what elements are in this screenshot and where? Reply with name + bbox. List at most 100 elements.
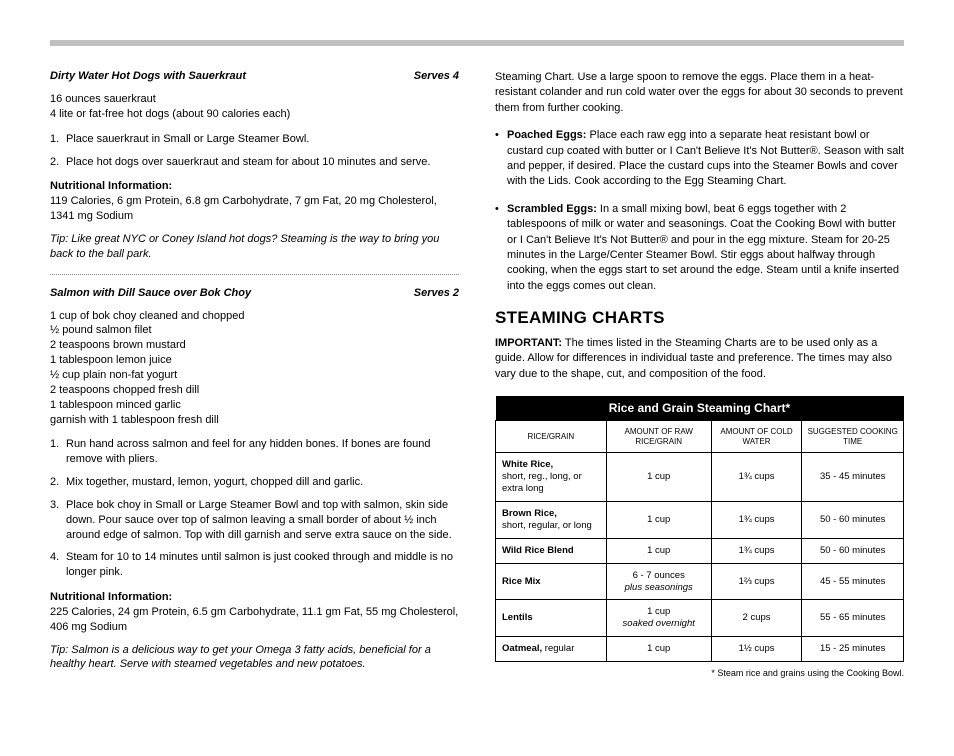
poached-eggs-item: • Poached Eggs: Place each raw egg into … xyxy=(495,128,904,190)
recipe2-header: Salmon with Dill Sauce over Bok Choy Ser… xyxy=(50,287,459,299)
table-row: Lentils1 cupsoaked overnight2 cups55 - 6… xyxy=(496,600,904,637)
bullet-icon: • xyxy=(495,128,507,190)
recipe-divider xyxy=(50,274,459,275)
table-cell: 50 - 60 minutes xyxy=(802,538,904,563)
page-columns: Dirty Water Hot Dogs with Sauerkraut Ser… xyxy=(50,70,904,678)
step-number: 1. xyxy=(50,437,66,467)
recipe1-steps: 1.Place sauerkraut in Small or Large Ste… xyxy=(50,132,459,170)
left-column: Dirty Water Hot Dogs with Sauerkraut Ser… xyxy=(50,70,459,678)
step-text: Place hot dogs over sauerkraut and steam… xyxy=(66,155,430,170)
bullet-icon: • xyxy=(495,202,507,294)
table-cell: 50 - 60 minutes xyxy=(802,502,904,539)
ingredient-line: 1 cup of bok choy cleaned and chopped xyxy=(50,309,459,324)
scrambled-body: In a small mixing bowl, beat 6 eggs toge… xyxy=(507,203,899,292)
row-label: Lentils xyxy=(496,600,607,637)
recipe1-tip: Tip: Like great NYC or Coney Island hot … xyxy=(50,232,459,262)
chart-header: AMOUNT OF COLD WATER xyxy=(711,421,802,453)
chart-header: RICE/GRAIN xyxy=(496,421,607,453)
row-label: Wild Rice Blend xyxy=(496,538,607,563)
recipe1-ingredients: 16 ounces sauerkraut 4 lite or fat-free … xyxy=(50,92,459,122)
row-label: Rice Mix xyxy=(496,563,607,600)
recipe1-serves: Serves 4 xyxy=(414,70,459,82)
recipe-step: 1.Place sauerkraut in Small or Large Ste… xyxy=(50,132,459,147)
table-cell: 35 - 45 minutes xyxy=(802,453,904,502)
scrambled-lead: Scrambled Eggs: xyxy=(507,203,597,215)
scrambled-eggs-item: • Scrambled Eggs: In a small mixing bowl… xyxy=(495,202,904,294)
row-label: White Rice,short, reg., long, or extra l… xyxy=(496,453,607,502)
step-text: Run hand across salmon and feel for any … xyxy=(66,437,459,467)
recipe-step: 1.Run hand across salmon and feel for an… xyxy=(50,437,459,467)
chart-header: SUGGESTED COOKING TIME xyxy=(802,421,904,453)
chart-header: AMOUNT OF RAW RICE/GRAIN xyxy=(606,421,711,453)
step-text: Place sauerkraut in Small or Large Steam… xyxy=(66,132,309,147)
ingredient-line: 1 tablespoon minced garlic xyxy=(50,398,459,413)
step-number: 4. xyxy=(50,550,66,580)
nutrition-text: 225 Calories, 24 gm Protein, 6.5 gm Carb… xyxy=(50,605,459,635)
poached-lead: Poached Eggs: xyxy=(507,129,586,141)
ingredient-line: 16 ounces sauerkraut xyxy=(50,92,459,107)
table-row: Rice Mix6 - 7 ouncesplus seasonings1⅔ cu… xyxy=(496,563,904,600)
table-cell: 1½ cups xyxy=(711,637,802,662)
table-cell: 55 - 65 minutes xyxy=(802,600,904,637)
scrambled-text: Scrambled Eggs: In a small mixing bowl, … xyxy=(507,202,904,294)
step-number: 2. xyxy=(50,155,66,170)
important-label: IMPORTANT: xyxy=(495,337,562,349)
recipe-step: 4.Steam for 10 to 14 minutes until salmo… xyxy=(50,550,459,580)
nutrition-label: Nutritional Information: xyxy=(50,590,459,605)
table-row: White Rice,short, reg., long, or extra l… xyxy=(496,453,904,502)
step-text: Mix together, mustard, lemon, yogurt, ch… xyxy=(66,475,363,490)
ingredient-line: ½ cup plain non-fat yogurt xyxy=(50,368,459,383)
nutrition-text: 119 Calories, 6 gm Protein, 6.8 gm Carbo… xyxy=(50,194,459,224)
recipe1-header: Dirty Water Hot Dogs with Sauerkraut Ser… xyxy=(50,70,459,82)
recipe2-serves: Serves 2 xyxy=(414,287,459,299)
table-row: Wild Rice Blend1 cup1¾ cups50 - 60 minut… xyxy=(496,538,904,563)
recipe-step: 3.Place bok choy in Small or Large Steam… xyxy=(50,498,459,543)
step-text: Steam for 10 to 14 minutes until salmon … xyxy=(66,550,459,580)
ingredient-line: ½ pound salmon filet xyxy=(50,323,459,338)
table-cell: 2 cups xyxy=(711,600,802,637)
important-note: IMPORTANT: The times listed in the Steam… xyxy=(495,336,904,382)
steaming-charts-title: STEAMING CHARTS xyxy=(495,308,904,328)
recipe2-nutrition: Nutritional Information: 225 Calories, 2… xyxy=(50,590,459,635)
table-cell: 6 - 7 ouncesplus seasonings xyxy=(606,563,711,600)
recipe1-title: Dirty Water Hot Dogs with Sauerkraut xyxy=(50,70,246,82)
recipe2-tip: Tip: Salmon is a delicious way to get yo… xyxy=(50,643,459,673)
ingredient-line: garnish with 1 tablespoon fresh dill xyxy=(50,413,459,428)
egg-intro: Steaming Chart. Use a large spoon to rem… xyxy=(495,70,904,116)
recipe-step: 2.Place hot dogs over sauerkraut and ste… xyxy=(50,155,459,170)
chart-footnote: * Steam rice and grains using the Cookin… xyxy=(495,668,904,678)
table-cell: 1¾ cups xyxy=(711,502,802,539)
table-cell: 1 cup xyxy=(606,637,711,662)
step-number: 1. xyxy=(50,132,66,147)
table-cell: 1¾ cups xyxy=(711,538,802,563)
step-number: 2. xyxy=(50,475,66,490)
step-text: Place bok choy in Small or Large Steamer… xyxy=(66,498,459,543)
ingredient-line: 2 teaspoons chopped fresh dill xyxy=(50,383,459,398)
recipe2-ingredients: 1 cup of bok choy cleaned and chopped ½ … xyxy=(50,309,459,428)
table-cell: 15 - 25 minutes xyxy=(802,637,904,662)
table-cell: 1 cup xyxy=(606,538,711,563)
recipe-step: 2.Mix together, mustard, lemon, yogurt, … xyxy=(50,475,459,490)
recipe2-title: Salmon with Dill Sauce over Bok Choy xyxy=(50,287,251,299)
step-number: 3. xyxy=(50,498,66,543)
ingredient-line: 4 lite or fat-free hot dogs (about 90 ca… xyxy=(50,107,459,122)
chart-title: Rice and Grain Steaming Chart* xyxy=(496,396,904,421)
table-cell: 1 cup xyxy=(606,453,711,502)
table-cell: 1 cup xyxy=(606,502,711,539)
header-bar xyxy=(50,40,904,46)
table-row: Brown Rice,short, regular, or long1 cup1… xyxy=(496,502,904,539)
poached-text: Poached Eggs: Place each raw egg into a … xyxy=(507,128,904,190)
ingredient-line: 1 tablespoon lemon juice xyxy=(50,353,459,368)
table-cell: 1⅔ cups xyxy=(711,563,802,600)
recipe1-nutrition: Nutritional Information: 119 Calories, 6… xyxy=(50,179,459,224)
table-cell: 1¾ cups xyxy=(711,453,802,502)
recipe2-steps: 1.Run hand across salmon and feel for an… xyxy=(50,437,459,580)
table-cell: 1 cupsoaked overnight xyxy=(606,600,711,637)
row-label: Brown Rice,short, regular, or long xyxy=(496,502,607,539)
row-label: Oatmeal, regular xyxy=(496,637,607,662)
table-cell: 45 - 55 minutes xyxy=(802,563,904,600)
table-row: Oatmeal, regular1 cup1½ cups15 - 25 minu… xyxy=(496,637,904,662)
ingredient-line: 2 teaspoons brown mustard xyxy=(50,338,459,353)
right-column: Steaming Chart. Use a large spoon to rem… xyxy=(495,70,904,678)
rice-grain-chart: Rice and Grain Steaming Chart* RICE/GRAI… xyxy=(495,396,904,662)
